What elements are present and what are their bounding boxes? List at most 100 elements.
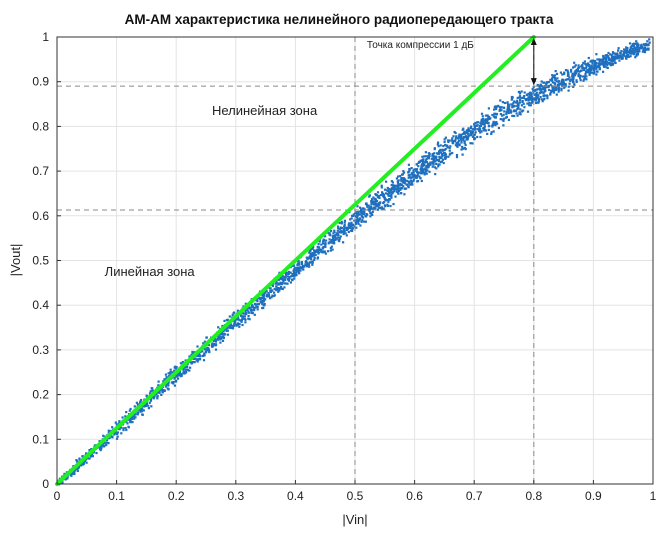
scatter-point xyxy=(263,302,266,305)
scatter-point xyxy=(428,170,431,173)
scatter-point xyxy=(515,112,518,115)
scatter-point xyxy=(441,148,444,151)
scatter-point xyxy=(604,63,607,66)
scatter-point xyxy=(380,208,383,211)
scatter-point xyxy=(365,202,368,205)
scatter-point xyxy=(537,94,540,97)
scatter-point xyxy=(366,205,369,208)
scatter-point xyxy=(222,330,225,333)
scatter-point xyxy=(425,172,428,175)
scatter-point xyxy=(308,251,311,254)
scatter-point xyxy=(173,366,176,369)
scatter-point xyxy=(483,125,486,128)
scatter-point xyxy=(560,87,563,90)
scatter-point xyxy=(222,336,225,340)
scatter-point xyxy=(296,264,299,267)
scatter-point xyxy=(464,143,467,146)
scatter-point xyxy=(534,99,538,102)
scatter-point xyxy=(295,273,298,276)
scatter-point xyxy=(446,139,450,142)
scatter-point xyxy=(546,86,550,89)
scatter-point xyxy=(352,224,355,227)
scatter-point xyxy=(438,160,441,163)
scatter-point xyxy=(236,317,239,320)
scatter-point xyxy=(441,158,444,161)
scatter-point xyxy=(226,333,229,336)
scatter-point xyxy=(240,314,243,317)
scatter-point xyxy=(481,115,484,118)
scatter-point xyxy=(280,286,283,289)
scatter-point xyxy=(360,208,363,211)
scatter-point xyxy=(482,127,485,130)
scatter-point xyxy=(262,299,265,302)
scatter-point xyxy=(613,52,616,55)
scatter-point xyxy=(644,42,647,46)
scatter-point xyxy=(388,198,391,201)
scatter-point xyxy=(507,111,510,115)
scatter-point xyxy=(440,151,443,154)
scatter-point xyxy=(612,57,615,60)
scatter-point xyxy=(376,191,380,194)
scatter-point xyxy=(439,157,442,160)
scatter-point xyxy=(557,80,560,83)
scatter-point xyxy=(537,101,540,104)
scatter-point xyxy=(324,245,327,248)
scatter-point xyxy=(361,212,364,215)
scatter-point xyxy=(316,256,319,259)
scatter-point xyxy=(82,462,85,465)
scatter-point xyxy=(340,227,344,230)
scatter-point xyxy=(375,200,379,203)
scatter-point xyxy=(286,282,289,285)
scatter-point xyxy=(595,73,598,76)
scatter-point xyxy=(169,368,172,371)
scatter-point xyxy=(86,457,90,460)
scatter-point xyxy=(342,231,345,234)
scatter-point xyxy=(567,72,570,75)
scatter-point xyxy=(379,206,382,210)
scatter-point xyxy=(101,443,104,446)
scatter-point xyxy=(458,143,461,146)
x-tick-label: 0.6 xyxy=(406,489,423,503)
scatter-point xyxy=(528,101,531,105)
scatter-point xyxy=(513,105,516,108)
scatter-point xyxy=(98,445,102,448)
scatter-point xyxy=(128,417,132,420)
scatter-point xyxy=(126,422,129,425)
scatter-point xyxy=(376,203,379,206)
scatter-point xyxy=(122,427,125,430)
scatter-point xyxy=(280,276,283,279)
scatter-point xyxy=(568,82,571,85)
scatter-point xyxy=(73,471,76,474)
scatter-point xyxy=(499,107,502,110)
scatter-point xyxy=(566,74,569,77)
scatter-point xyxy=(189,366,192,369)
scatter-point xyxy=(549,83,552,86)
scatter-point xyxy=(631,44,634,47)
scatter-point xyxy=(173,384,176,387)
scatter-point xyxy=(383,201,386,204)
scatter-point xyxy=(474,121,477,125)
scatter-point xyxy=(455,156,459,159)
scatter-point xyxy=(562,82,565,85)
scatter-point xyxy=(74,469,77,472)
scatter-point xyxy=(238,325,241,328)
scatter-point xyxy=(161,391,164,394)
scatter-point xyxy=(372,201,375,205)
scatter-point xyxy=(362,210,365,213)
scatter-point xyxy=(327,231,330,234)
scatter-point xyxy=(555,80,558,83)
scatter-point xyxy=(551,86,554,89)
scatter-point xyxy=(542,92,545,95)
scatter-point xyxy=(643,50,646,53)
scatter-point xyxy=(513,114,516,118)
scatter-point xyxy=(255,303,258,306)
scatter-point xyxy=(182,368,185,371)
scatter-point xyxy=(483,123,486,126)
scatter-point xyxy=(148,401,151,404)
scatter-point xyxy=(510,98,513,101)
scatter-point xyxy=(247,314,250,318)
scatter-point xyxy=(131,421,134,424)
scatter-point xyxy=(560,81,563,84)
scatter-point xyxy=(458,133,461,136)
scatter-point xyxy=(611,63,614,66)
